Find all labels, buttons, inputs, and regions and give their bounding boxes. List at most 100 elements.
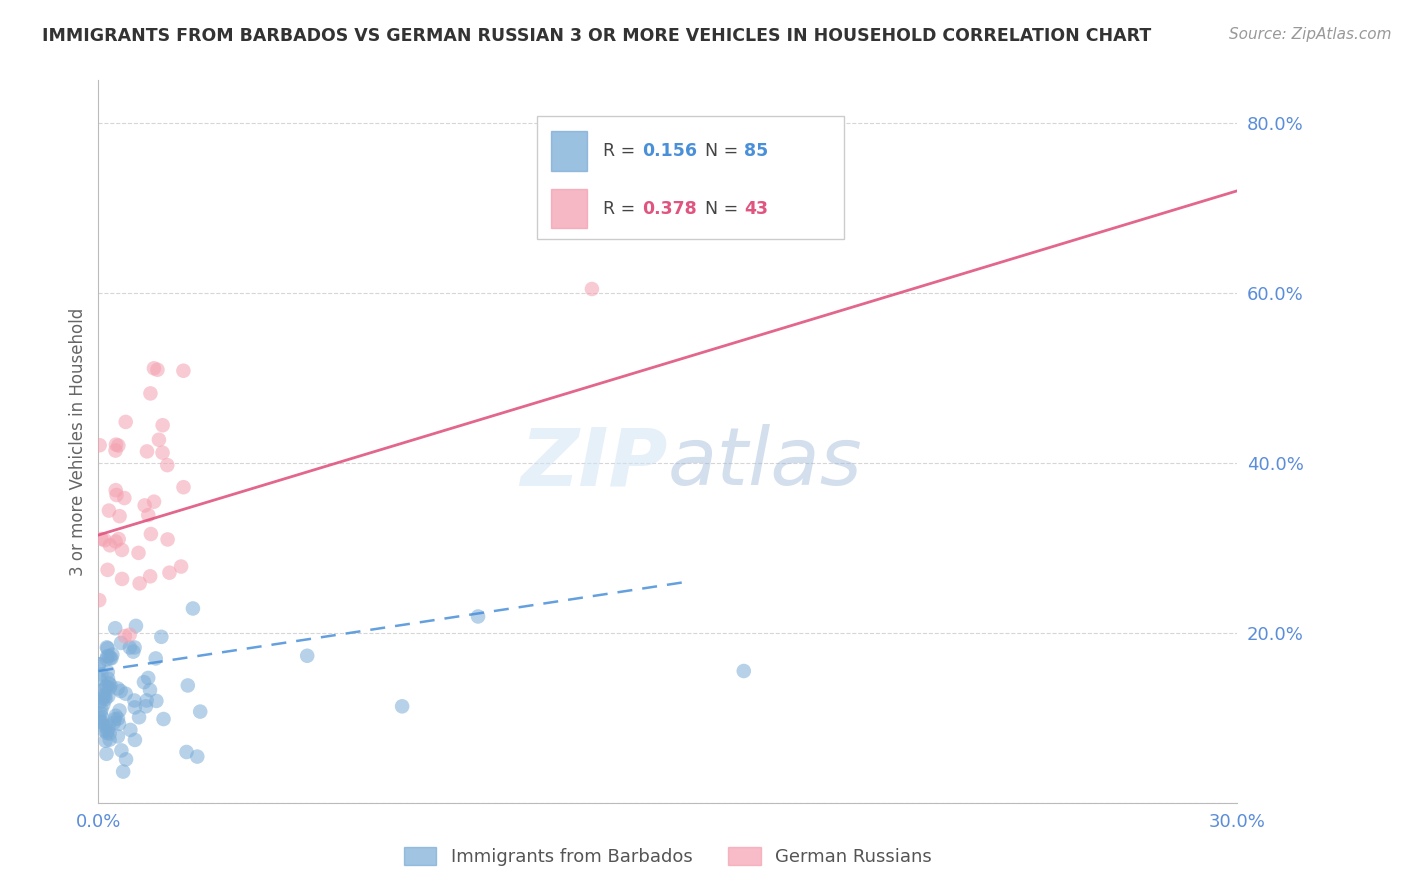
Point <box>104 621 127 635</box>
Point <box>128 710 150 724</box>
Point <box>124 700 146 714</box>
Point <box>124 640 146 655</box>
Point <box>94 689 117 703</box>
Point <box>128 576 150 591</box>
Point <box>89 438 111 452</box>
Point <box>91 710 114 724</box>
Point <box>581 282 603 296</box>
Text: R =: R = <box>603 142 641 160</box>
Point <box>100 651 122 665</box>
Point <box>98 726 121 740</box>
Point <box>91 683 114 698</box>
Point <box>107 438 129 452</box>
Point <box>107 712 129 726</box>
Point <box>96 726 118 740</box>
Point <box>97 719 120 733</box>
Point <box>176 745 198 759</box>
Point <box>770 186 793 201</box>
Point <box>108 716 131 731</box>
Point <box>97 563 120 577</box>
Point <box>89 593 111 607</box>
Point <box>96 723 118 738</box>
Text: 0.378: 0.378 <box>641 200 696 218</box>
Point <box>188 705 211 719</box>
Point <box>159 566 181 580</box>
Point <box>139 683 162 698</box>
Text: ZIP: ZIP <box>520 425 668 502</box>
Point <box>152 418 174 433</box>
Point <box>104 712 127 726</box>
Point <box>112 764 135 779</box>
Point <box>110 684 132 698</box>
Point <box>114 629 136 643</box>
Point <box>132 675 155 690</box>
Point <box>118 628 141 642</box>
Point <box>152 712 174 726</box>
Point <box>100 678 122 692</box>
Point <box>125 619 148 633</box>
Point <box>124 733 146 747</box>
Point <box>89 711 111 725</box>
Point <box>136 444 159 458</box>
Point <box>733 664 755 678</box>
Point <box>98 681 121 695</box>
Legend: Immigrants from Barbados, German Russians: Immigrants from Barbados, German Russian… <box>396 839 939 873</box>
Point <box>145 651 167 665</box>
Text: N =: N = <box>706 200 744 218</box>
Text: atlas: atlas <box>668 425 863 502</box>
Point <box>297 648 319 663</box>
Point <box>114 415 136 429</box>
Text: Source: ZipAtlas.com: Source: ZipAtlas.com <box>1229 27 1392 42</box>
Point <box>172 364 194 378</box>
FancyBboxPatch shape <box>537 116 845 239</box>
Point <box>89 657 111 672</box>
Point <box>181 601 204 615</box>
Point <box>104 443 127 458</box>
Point <box>143 494 166 508</box>
Point <box>91 691 114 706</box>
Point <box>103 716 125 731</box>
Point <box>111 543 134 558</box>
Point <box>94 533 117 548</box>
Point <box>96 747 118 761</box>
Point <box>115 752 138 766</box>
Point <box>93 688 115 702</box>
Point <box>146 362 169 376</box>
Point <box>90 702 112 716</box>
Point <box>108 703 131 717</box>
Point <box>112 491 135 505</box>
Point <box>90 715 112 730</box>
Point <box>108 509 131 524</box>
Text: IMMIGRANTS FROM BARBADOS VS GERMAN RUSSIAN 3 OR MORE VEHICLES IN HOUSEHOLD CORRE: IMMIGRANTS FROM BARBADOS VS GERMAN RUSSI… <box>42 27 1152 45</box>
Text: 85: 85 <box>744 142 769 160</box>
Point <box>136 508 159 522</box>
Point <box>128 546 150 560</box>
Point <box>107 532 129 546</box>
Point <box>97 672 120 686</box>
Point <box>156 533 179 547</box>
Point <box>97 665 120 679</box>
Point <box>104 437 127 451</box>
Point <box>110 636 132 650</box>
Point <box>89 672 111 686</box>
Point <box>156 458 179 472</box>
Point <box>170 559 193 574</box>
Point <box>104 483 127 498</box>
Point <box>98 651 121 665</box>
Bar <box>551 188 586 228</box>
Point <box>152 446 174 460</box>
Point <box>104 534 127 549</box>
Point <box>98 648 121 663</box>
Text: 43: 43 <box>744 200 768 218</box>
Point <box>136 671 159 685</box>
Bar <box>551 131 586 170</box>
Point <box>101 648 124 662</box>
Point <box>107 730 129 744</box>
Point <box>142 361 165 376</box>
Point <box>107 681 129 696</box>
Point <box>120 723 142 737</box>
Point <box>98 732 121 747</box>
Point <box>173 480 195 494</box>
Point <box>94 733 117 747</box>
Point <box>139 527 162 541</box>
